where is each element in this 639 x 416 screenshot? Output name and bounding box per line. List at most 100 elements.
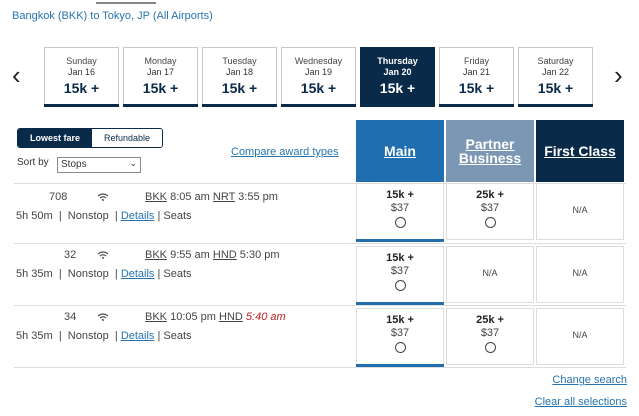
sort-value: Stops — [61, 159, 87, 170]
fare-cell-partner-business[interactable]: 25k + $37 — [446, 308, 534, 365]
fare-header-main[interactable]: Main — [356, 120, 444, 182]
route-summary: Bangkok (BKK) to Tokyo, JP (All Airports… — [12, 10, 213, 22]
date-price: 15k + — [142, 80, 179, 96]
fare-points: 15k + — [386, 252, 414, 264]
seats-link[interactable]: Seats — [163, 210, 192, 222]
fare-na: N/A — [572, 205, 588, 215]
flight-number: 708 — [49, 191, 68, 203]
date-tab-sunday[interactable]: Sunday Jan 16 15k + — [44, 47, 119, 107]
change-search-link[interactable]: Change search — [552, 374, 627, 386]
row-divider — [14, 305, 626, 306]
row-divider — [14, 243, 626, 244]
fare-toggle: Lowest fare Refundable — [17, 128, 164, 148]
date-price: 15k + — [458, 80, 495, 96]
compare-award-types-link[interactable]: Compare award types — [231, 146, 339, 158]
destination-code: HND — [219, 311, 243, 323]
stops: Nonstop — [67, 210, 109, 222]
departure-time: 10:05 pm — [170, 311, 216, 323]
date-selector: Sunday Jan 16 15k + Monday Jan 17 15k + … — [44, 47, 597, 107]
date-tab-friday[interactable]: Friday Jan 21 15k + — [439, 47, 514, 107]
stops: Nonstop — [67, 268, 109, 280]
fare-fee: $37 — [390, 327, 410, 339]
fare-cell-main[interactable]: 15k + $37 — [356, 308, 444, 367]
date-date: Jan 16 — [67, 67, 96, 77]
arrival-time: 5:30 pm — [239, 249, 280, 261]
seats-link[interactable]: Seats — [163, 268, 192, 280]
arrival-time: 5:40 am — [245, 311, 286, 323]
date-day: Friday — [463, 56, 489, 66]
fare-points: 15k + — [386, 314, 414, 326]
fare-radio[interactable] — [484, 342, 496, 353]
flight-info: 5h 50m | Nonstop | Details | Seats — [16, 210, 192, 222]
fare-radio[interactable] — [394, 342, 406, 353]
fare-points: 25k + — [476, 189, 504, 201]
details-link[interactable]: Details — [120, 210, 155, 222]
date-day: Saturday — [537, 56, 574, 66]
date-day: Wednesday — [294, 56, 343, 66]
fare-cell-main[interactable]: 15k + $37 — [356, 183, 444, 242]
chevron-down-icon: ⌄ — [129, 158, 137, 168]
next-dates-arrow[interactable]: › — [614, 60, 623, 90]
date-date: Jan 22 — [541, 67, 570, 77]
fare-cell-main[interactable]: 15k + $37 — [356, 246, 444, 305]
date-tab-tuesday[interactable]: Tuesday Jan 18 15k + — [202, 47, 277, 107]
fare-points: 25k + — [476, 314, 504, 326]
date-tab-thursday-selected[interactable]: Thursday Jan 20 15k + — [360, 47, 435, 107]
departure-time: 8:05 am — [170, 191, 210, 203]
date-price: 15k + — [300, 80, 337, 96]
seats-link[interactable]: Seats — [163, 330, 192, 342]
origin-code: BKK — [145, 191, 168, 203]
arrival-time: 3:55 pm — [238, 191, 278, 203]
sort-select[interactable]: Stops ⌄ — [57, 157, 141, 173]
fare-na: N/A — [572, 268, 588, 278]
date-price: 15k + — [537, 80, 574, 96]
fare-radio[interactable] — [484, 217, 496, 228]
duration: 5h 35m — [16, 268, 53, 280]
lowest-fare-toggle[interactable]: Lowest fare — [18, 129, 93, 147]
row-divider — [14, 367, 626, 368]
destination-code: HND — [212, 249, 237, 261]
stops: Nonstop — [67, 330, 109, 342]
date-day: Sunday — [66, 56, 97, 66]
fare-header-partner-business[interactable]: Partner Business — [446, 120, 534, 182]
clear-selections-link[interactable]: Clear all selections — [534, 396, 627, 408]
fare-radio[interactable] — [394, 217, 406, 228]
fare-cell-partner-business: N/A — [446, 246, 534, 303]
date-tab-saturday[interactable]: Saturday Jan 22 15k + — [518, 47, 593, 107]
wifi-icon — [97, 193, 109, 201]
date-day: Monday — [144, 56, 177, 66]
prev-dates-arrow[interactable]: ‹ — [12, 60, 21, 90]
details-link[interactable]: Details — [120, 330, 155, 342]
sort-label: Sort by — [17, 157, 49, 168]
flight-times: BKK 9:55 am HND 5:30 pm — [145, 249, 280, 261]
details-link[interactable]: Details — [120, 268, 155, 280]
fare-radio[interactable] — [394, 280, 406, 291]
flight-times: BKK 8:05 am NRT 3:55 pm — [145, 191, 278, 203]
date-date: Jan 19 — [304, 67, 333, 77]
fare-na: N/A — [572, 330, 588, 340]
flight-info: 5h 35m | Nonstop | Details | Seats — [16, 330, 192, 342]
fare-header-first-class[interactable]: First Class — [536, 120, 624, 182]
flight-number: 34 — [64, 311, 77, 323]
row-divider — [14, 183, 626, 184]
date-tab-monday[interactable]: Monday Jan 17 15k + — [123, 47, 198, 107]
date-date: Jan 17 — [146, 67, 175, 77]
fare-fee: $37 — [480, 327, 500, 339]
date-price: 15k + — [379, 80, 416, 96]
wifi-icon — [97, 313, 109, 321]
fare-cell-first-class: N/A — [536, 246, 624, 303]
clipped-heading — [96, 0, 156, 4]
date-tab-wednesday[interactable]: Wednesday Jan 19 15k + — [281, 47, 356, 107]
duration: 5h 35m — [16, 330, 53, 342]
refundable-toggle[interactable]: Refundable — [92, 129, 163, 147]
fare-cell-first-class: N/A — [536, 308, 624, 365]
date-price: 15k + — [221, 80, 258, 96]
fare-fee: $37 — [390, 265, 410, 277]
fare-cell-partner-business[interactable]: 25k + $37 — [446, 183, 534, 240]
flight-times: BKK 10:05 pm HND 5:40 am — [145, 311, 286, 323]
fare-fee: $37 — [390, 202, 410, 214]
date-date: Jan 18 — [225, 67, 254, 77]
flight-number: 32 — [64, 249, 77, 261]
date-date: Jan 20 — [383, 67, 412, 77]
date-day: Tuesday — [222, 56, 257, 66]
